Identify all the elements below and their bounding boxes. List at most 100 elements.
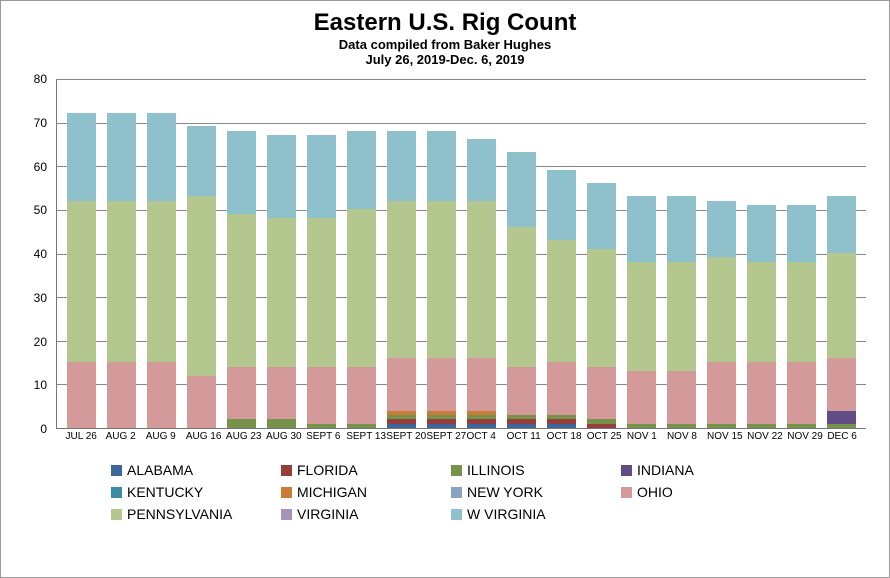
bar-segment-ohio: [547, 362, 576, 415]
stacked-bar-chart: Eastern U.S. Rig Count Data compiled fro…: [0, 0, 890, 578]
bar-segment-alabama: [507, 424, 536, 428]
bar-segment-indiana: [827, 411, 856, 424]
bar-column: [227, 131, 256, 429]
bar-segment-ohio: [267, 367, 296, 420]
legend-swatch: [451, 509, 462, 520]
bar-segment-w-virginia: [387, 131, 416, 201]
bar-segment-pennsylvania: [547, 240, 576, 363]
bar-segment-ohio: [587, 367, 616, 420]
chart-subtitle-2: July 26, 2019-Dec. 6, 2019: [1, 52, 889, 67]
bar-segment-pennsylvania: [107, 201, 136, 363]
bar-segment-pennsylvania: [187, 196, 216, 375]
bar-segment-alabama: [547, 424, 576, 428]
bar-segment-pennsylvania: [467, 201, 496, 359]
bar-column: [67, 113, 96, 428]
bar-segment-w-virginia: [587, 183, 616, 249]
bar-segment-ohio: [107, 362, 136, 428]
bar-segment-w-virginia: [467, 139, 496, 200]
bar-segment-ohio: [467, 358, 496, 411]
legend-item: INDIANA: [621, 462, 791, 478]
bar-segment-pennsylvania: [707, 257, 736, 362]
x-tick-label: NOV 8: [667, 431, 696, 442]
legend-swatch: [281, 465, 292, 476]
bar-segment-w-virginia: [227, 131, 256, 214]
legend-label: INDIANA: [637, 462, 694, 478]
bar-column: [267, 135, 296, 428]
bar-segment-alabama: [387, 424, 416, 428]
bar-segment-pennsylvania: [627, 262, 656, 371]
legend-item: ILLINOIS: [451, 462, 621, 478]
bar-segment-illinois: [747, 424, 776, 428]
bar-column: [467, 139, 496, 428]
x-tick-label: AUG 30: [266, 431, 295, 442]
x-tick-label: AUG 2: [106, 431, 135, 442]
bar-segment-pennsylvania: [227, 214, 256, 367]
legend-item: VIRGINIA: [281, 506, 451, 522]
bar-segment-pennsylvania: [267, 218, 296, 367]
bar-segment-alabama: [467, 424, 496, 428]
x-tick-label: NOV 22: [747, 431, 776, 442]
x-tick-label: SEPT 27: [426, 431, 455, 442]
x-tick-label: NOV 15: [707, 431, 736, 442]
x-tick-label: NOV 29: [787, 431, 816, 442]
bar-segment-illinois: [827, 424, 856, 428]
bar-segment-pennsylvania: [147, 201, 176, 363]
legend-label: PENNSYLVANIA: [127, 506, 232, 522]
bar-column: [507, 152, 536, 428]
legend-label: ILLINOIS: [467, 462, 525, 478]
bar-segment-ohio: [827, 358, 856, 411]
bar-segment-w-virginia: [187, 126, 216, 196]
legend-label: KENTUCKY: [127, 484, 203, 500]
bar-segment-ohio: [307, 367, 336, 424]
y-tick-label: 20: [34, 335, 47, 349]
bar-segment-illinois: [667, 424, 696, 428]
x-tick-label: AUG 9: [146, 431, 175, 442]
x-axis: JUL 26AUG 2AUG 9AUG 16AUG 23AUG 30SEPT 6…: [56, 431, 866, 442]
bar-column: [587, 183, 616, 428]
x-tick-label: JUL 26: [66, 431, 95, 442]
legend-item: NEW YORK: [451, 484, 621, 500]
y-axis: 01020304050607080: [1, 79, 53, 429]
x-tick-label: OCT 25: [587, 431, 616, 442]
bar-segment-pennsylvania: [67, 201, 96, 363]
legend-swatch: [451, 487, 462, 498]
bar-segment-pennsylvania: [347, 209, 376, 367]
bar-segment-illinois: [347, 424, 376, 428]
bar-column: [547, 170, 576, 428]
bar-segment-ohio: [227, 367, 256, 420]
bar-segment-w-virginia: [267, 135, 296, 218]
bar-column: [787, 205, 816, 428]
chart-subtitle-1: Data compiled from Baker Hughes: [1, 37, 889, 52]
x-tick-label: SEPT 13: [346, 431, 375, 442]
bar-segment-w-virginia: [507, 152, 536, 226]
bar-segment-ohio: [747, 362, 776, 423]
bar-segment-ohio: [627, 371, 656, 424]
bar-segment-w-virginia: [67, 113, 96, 201]
bar-segment-pennsylvania: [667, 262, 696, 371]
bar-column: [107, 113, 136, 428]
bar-segment-ohio: [387, 358, 416, 411]
bar-segment-illinois: [267, 419, 296, 428]
legend-swatch: [451, 465, 462, 476]
legend-swatch: [111, 465, 122, 476]
bar-segment-pennsylvania: [307, 218, 336, 367]
bar-segment-pennsylvania: [387, 201, 416, 359]
legend: ALABAMAFLORIDAILLINOISINDIANAKENTUCKYMIC…: [111, 459, 791, 525]
bar-column: [827, 196, 856, 428]
y-tick-label: 70: [34, 116, 47, 130]
bar-segment-w-virginia: [787, 205, 816, 262]
bar-segment-w-virginia: [747, 205, 776, 262]
legend-label: W VIRGINIA: [467, 506, 546, 522]
x-tick-label: NOV 1: [627, 431, 656, 442]
bar-column: [427, 131, 456, 429]
bar-segment-ohio: [67, 362, 96, 428]
y-tick-label: 60: [34, 160, 47, 174]
y-tick-label: 40: [34, 247, 47, 261]
bar-segment-w-virginia: [547, 170, 576, 240]
bar-segment-ohio: [787, 362, 816, 423]
legend-item: KENTUCKY: [111, 484, 281, 500]
bar-segment-w-virginia: [427, 131, 456, 201]
x-tick-label: OCT 18: [547, 431, 576, 442]
bar-segment-illinois: [227, 419, 256, 428]
bar-group: [57, 79, 866, 428]
